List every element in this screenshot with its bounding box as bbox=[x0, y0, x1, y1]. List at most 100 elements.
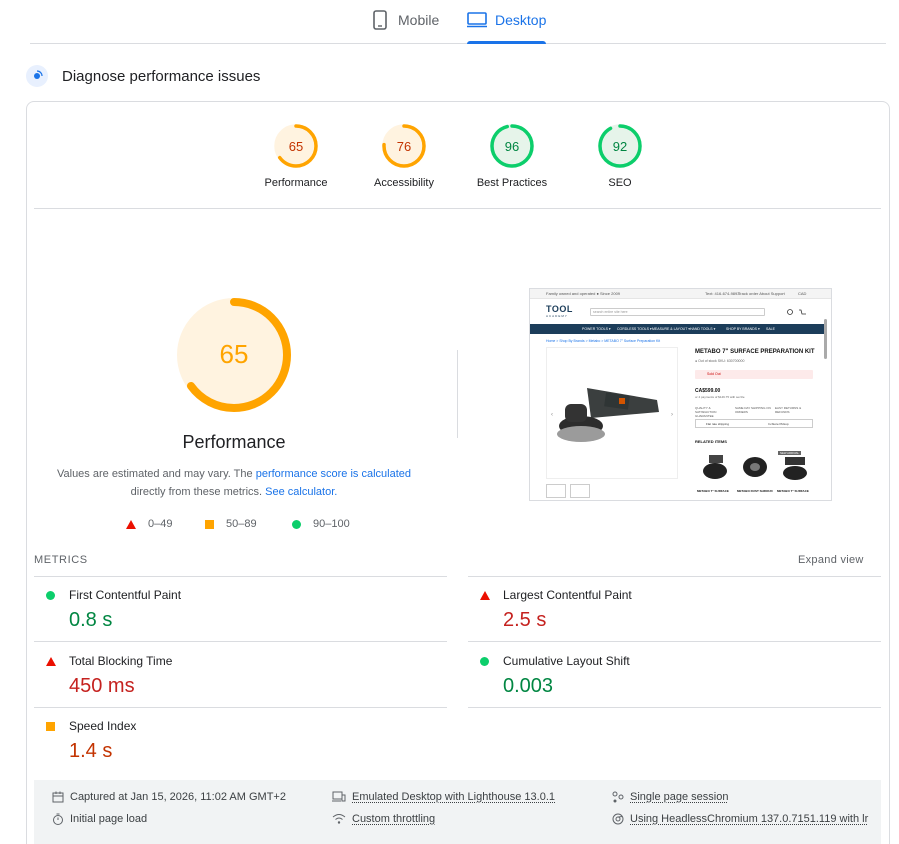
throttling-text: Custom throttling bbox=[352, 813, 436, 825]
shot-nav-item: MEASURE & LAYOUT ▾ bbox=[652, 327, 690, 331]
browser-version[interactable]: Using HeadlessChromium 137.0.7151.119 wi… bbox=[612, 813, 868, 825]
smartphone-icon bbox=[370, 8, 390, 32]
shot-related-item bbox=[697, 449, 733, 485]
divider bbox=[468, 576, 881, 577]
metric-name: Speed Index bbox=[69, 719, 137, 733]
shot-sold-out: Sold Out bbox=[695, 370, 813, 379]
shot-feature: QUALITY & SATISFACTION GUARANTEE bbox=[695, 406, 717, 418]
gauge-label: SEO bbox=[608, 177, 632, 189]
gauge-score: 76 bbox=[397, 139, 411, 154]
shot-product-meta: ● Out of stock SKU: 630700000 bbox=[695, 359, 745, 363]
metric-name: Cumulative Layout Shift bbox=[503, 654, 630, 668]
diagnose-icon bbox=[26, 65, 48, 87]
shot-text: Track order About Support bbox=[738, 291, 785, 296]
gauge-score: 92 bbox=[613, 139, 627, 154]
shot-related-label: METABO 7" SURFACE bbox=[697, 489, 729, 493]
shot-text: Text: 416-674-9893 bbox=[705, 291, 740, 296]
captured-at: Captured at Jan 15, 2026, 11:02 AM GMT+2 bbox=[52, 791, 286, 803]
shot-breadcrumb: Home > Shop By Brands > Metabo > METABO … bbox=[546, 339, 661, 343]
divider bbox=[34, 208, 881, 209]
shot-logo-sub: ACADEMY bbox=[546, 314, 568, 318]
shot-related-item bbox=[737, 449, 773, 485]
gauge-best-practices[interactable]: 96 Best Practices bbox=[458, 123, 566, 189]
average-square-icon bbox=[46, 722, 55, 731]
shot-text: Family owned and operated ● Since 2009 bbox=[546, 291, 621, 296]
score-legend: 0–49 50–89 90–100 bbox=[124, 518, 364, 534]
metric-name: First Contentful Paint bbox=[69, 588, 182, 602]
expand-view-toggle[interactable]: Expand view bbox=[798, 554, 864, 566]
svg-text:›: › bbox=[671, 412, 673, 418]
desktop-icon bbox=[467, 8, 487, 32]
related-image bbox=[783, 457, 807, 480]
page-session[interactable]: Single page session bbox=[612, 791, 728, 803]
shot-text: Flat rate shipping bbox=[706, 422, 730, 426]
gauge-ring: 65 bbox=[274, 124, 318, 168]
shot-thumbnail bbox=[546, 484, 566, 498]
grinder-image: ‹ › bbox=[551, 388, 673, 442]
shot-search: search entire site here bbox=[590, 308, 765, 316]
shot-badge: NEW ARRIVAL bbox=[778, 451, 801, 455]
metric-value: 2.5 s bbox=[503, 609, 547, 631]
tab-desktop[interactable]: Desktop bbox=[467, 8, 547, 44]
shot-text: CAD bbox=[798, 291, 807, 296]
pass-circle-icon bbox=[46, 591, 55, 600]
shot-thumbnail bbox=[570, 484, 590, 498]
initial-load: Initial page load bbox=[52, 813, 147, 825]
gauge-ring: 96 bbox=[490, 124, 534, 168]
shot-feature: SAME DAY SHIPPING ON ORDERS bbox=[735, 406, 771, 414]
shot-logo: TOOL ACADEMY bbox=[546, 304, 573, 318]
tab-mobile[interactable]: Mobile bbox=[370, 8, 439, 44]
shot-topbar: Family owned and operated ● Since 2009 T… bbox=[530, 289, 831, 299]
metric-name: Largest Contentful Paint bbox=[503, 588, 632, 602]
shot-price: CA$599.00 bbox=[695, 388, 721, 394]
gauge-score: 96 bbox=[505, 139, 519, 154]
metric-value: 0.8 s bbox=[69, 609, 113, 631]
circle-icon bbox=[292, 519, 301, 529]
shot-nav: POWER TOOLS ▾ CORDLESS TOOLS ▾ MEASURE &… bbox=[530, 324, 826, 334]
page-screenshot[interactable]: Family owned and operated ● Since 2009 T… bbox=[529, 288, 832, 501]
gauge-score: 65 bbox=[289, 139, 303, 154]
devices-icon bbox=[332, 791, 346, 802]
shot-related-label: METABO 7" SURFACE bbox=[777, 489, 809, 493]
metric-value: 1.4 s bbox=[69, 740, 113, 762]
legend-average: 50–89 bbox=[205, 518, 257, 530]
chrome-icon bbox=[612, 813, 624, 825]
divider bbox=[468, 641, 881, 642]
fail-triangle-icon bbox=[480, 591, 490, 600]
session-icon bbox=[612, 791, 624, 803]
performance-title: Performance bbox=[182, 432, 286, 452]
tab-desktop-label: Desktop bbox=[495, 12, 547, 28]
emulated-device[interactable]: Emulated Desktop with Lighthouse 13.0.1 bbox=[332, 791, 555, 803]
shot-price-fine: or 4 payments of $149.75 with sezzle bbox=[695, 395, 745, 399]
see-calculator-link[interactable]: See calculator. bbox=[265, 486, 338, 498]
load-text: Initial page load bbox=[70, 813, 148, 825]
legend-good: 90–100 bbox=[292, 518, 350, 530]
shot-related-item bbox=[777, 449, 813, 485]
divider bbox=[468, 707, 881, 708]
divider bbox=[457, 350, 458, 438]
shot-feature: EASY RETURNS & REFUNDS bbox=[775, 406, 802, 414]
shot-shipping-row: Flat rate shipping In-Store Pickup bbox=[695, 419, 813, 428]
session-text: Single page session bbox=[630, 791, 729, 803]
account-cart-icon bbox=[787, 309, 806, 315]
related-image bbox=[703, 455, 727, 479]
gauge-accessibility[interactable]: 76 Accessibility bbox=[350, 123, 458, 189]
performance-gauge-large: 65 bbox=[177, 298, 291, 412]
gauge-ring: 92 bbox=[598, 124, 642, 168]
tab-mobile-label: Mobile bbox=[398, 12, 440, 28]
desc-text: Values are estimated and may vary. The bbox=[56, 468, 256, 480]
throttling[interactable]: Custom throttling bbox=[332, 813, 435, 825]
gauge-label: Performance bbox=[264, 177, 328, 189]
desc-text: directly from these metrics. bbox=[130, 486, 266, 498]
gauge-performance[interactable]: 65 Performance bbox=[242, 123, 350, 189]
gauge-ring: 76 bbox=[382, 124, 426, 168]
emulated-text: Emulated Desktop with Lighthouse 13.0.1 bbox=[352, 791, 556, 803]
gauge-label: Best Practices bbox=[476, 177, 548, 189]
score-calculated-link[interactable]: performance score is calculated bbox=[255, 468, 411, 480]
shot-product-title: METABO 7" SURFACE PREPARATION KIT bbox=[695, 349, 815, 355]
metric-value: 450 ms bbox=[69, 675, 135, 697]
legend-poor: 0–49 bbox=[126, 518, 172, 530]
gauge-seo[interactable]: 92 SEO bbox=[566, 123, 674, 189]
performance-score: 65 bbox=[220, 339, 249, 369]
legend-label: 50–89 bbox=[226, 518, 257, 530]
